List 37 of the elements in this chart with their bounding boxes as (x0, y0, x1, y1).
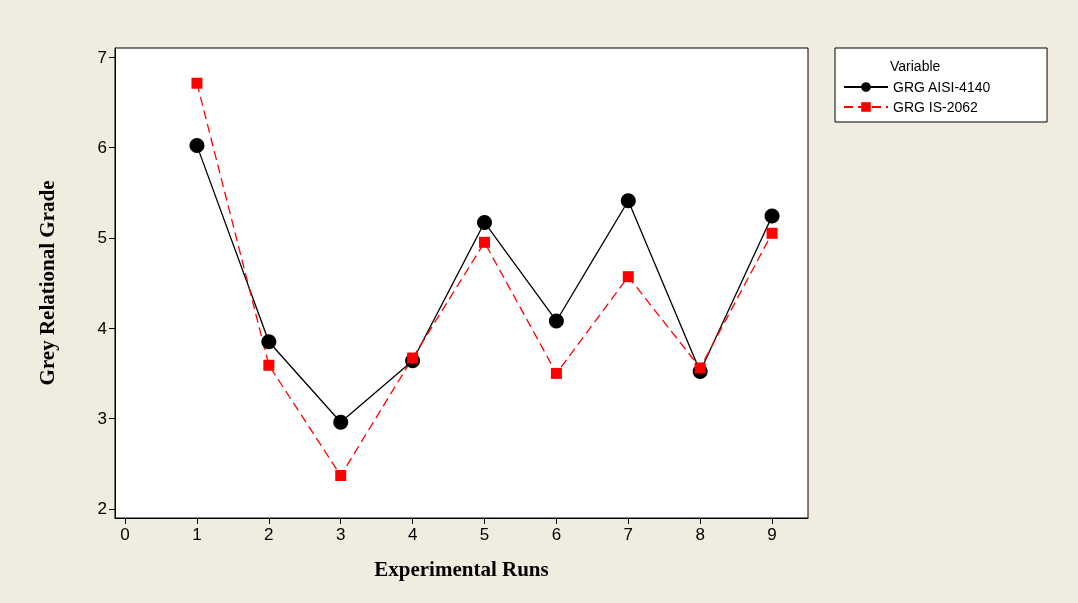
x-tick-label: 9 (767, 525, 777, 544)
y-tick-label: 2 (97, 499, 107, 519)
x-tick-label: 6 (551, 525, 562, 544)
point (548, 313, 564, 329)
point (766, 227, 778, 239)
legend-label: GRG AISI-4140 (893, 79, 991, 95)
x-tick-label: 4 (407, 525, 418, 544)
point (620, 193, 636, 209)
point (477, 214, 492, 230)
point (261, 334, 277, 350)
point (189, 138, 205, 154)
point (333, 414, 349, 430)
x-tick-label: 2 (264, 525, 274, 544)
point (622, 271, 634, 283)
x-tick-label: 5 (479, 525, 490, 544)
point (407, 352, 419, 364)
x-tick-label: 8 (695, 525, 705, 544)
y-tick-label: 4 (97, 318, 107, 338)
legend-label: GRG IS-2062 (893, 99, 979, 115)
y-tick-label: 6 (97, 137, 107, 157)
y-tick-label: 3 (97, 409, 107, 429)
point (263, 359, 275, 371)
point (764, 208, 780, 224)
point (191, 77, 203, 89)
x-tick-label: 0 (120, 525, 130, 544)
point (550, 367, 562, 379)
y-axis-title: Grey Relational Grade (34, 180, 59, 386)
x-tick-label: 3 (335, 525, 346, 544)
point (694, 362, 706, 374)
point (479, 236, 490, 248)
y-tick-label: 7 (97, 47, 107, 67)
x-tick-label: 7 (623, 525, 634, 544)
legend-title: Variable (890, 58, 941, 74)
x-axis-title: Experimental Runs (374, 556, 549, 581)
y-tick-label: 5 (97, 228, 107, 248)
x-tick-label: 1 (192, 525, 202, 544)
point (335, 470, 347, 482)
